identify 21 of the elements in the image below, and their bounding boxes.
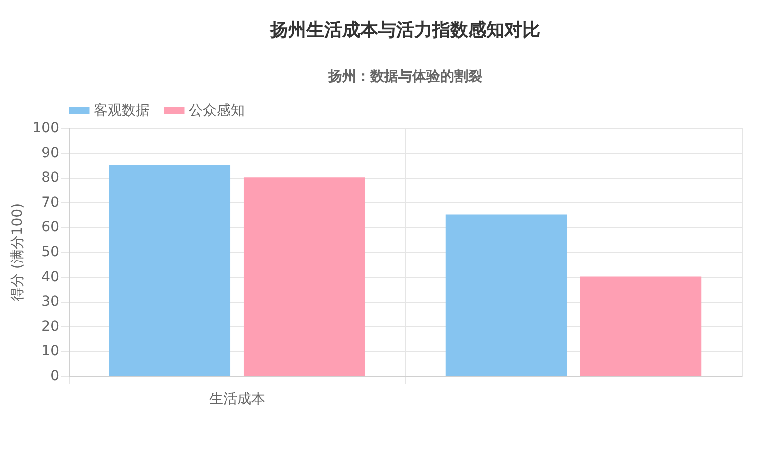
bar [244,178,366,376]
y-tick-label: 50 [42,244,60,260]
y-tick-label: 90 [42,145,60,162]
y-tick-label: 30 [42,294,60,310]
bar [580,276,702,376]
y-tick-label: 60 [42,220,60,236]
legend-label: 客观数据 [94,102,150,119]
y-tick-label: 40 [42,269,60,286]
y-tick-label: 0 [50,368,60,384]
y-tick-label: 10 [42,344,60,360]
legend-label: 公众感知 [189,102,245,119]
y-axis-title: 得分 (满分100) [10,203,26,302]
bar [109,165,231,376]
y-tick-label: 20 [42,318,60,335]
y-tick-label: 70 [42,194,60,211]
y-tick-label: 100 [32,120,60,136]
bar [446,214,568,376]
chart-subtitle: 扬州：数据与体验的割裂 [328,68,482,85]
chart-title: 扬州生活成本与活力指数感知对比 [270,20,540,41]
x-tick-label: 生活成本 [209,392,266,408]
y-tick-label: 80 [42,170,60,186]
